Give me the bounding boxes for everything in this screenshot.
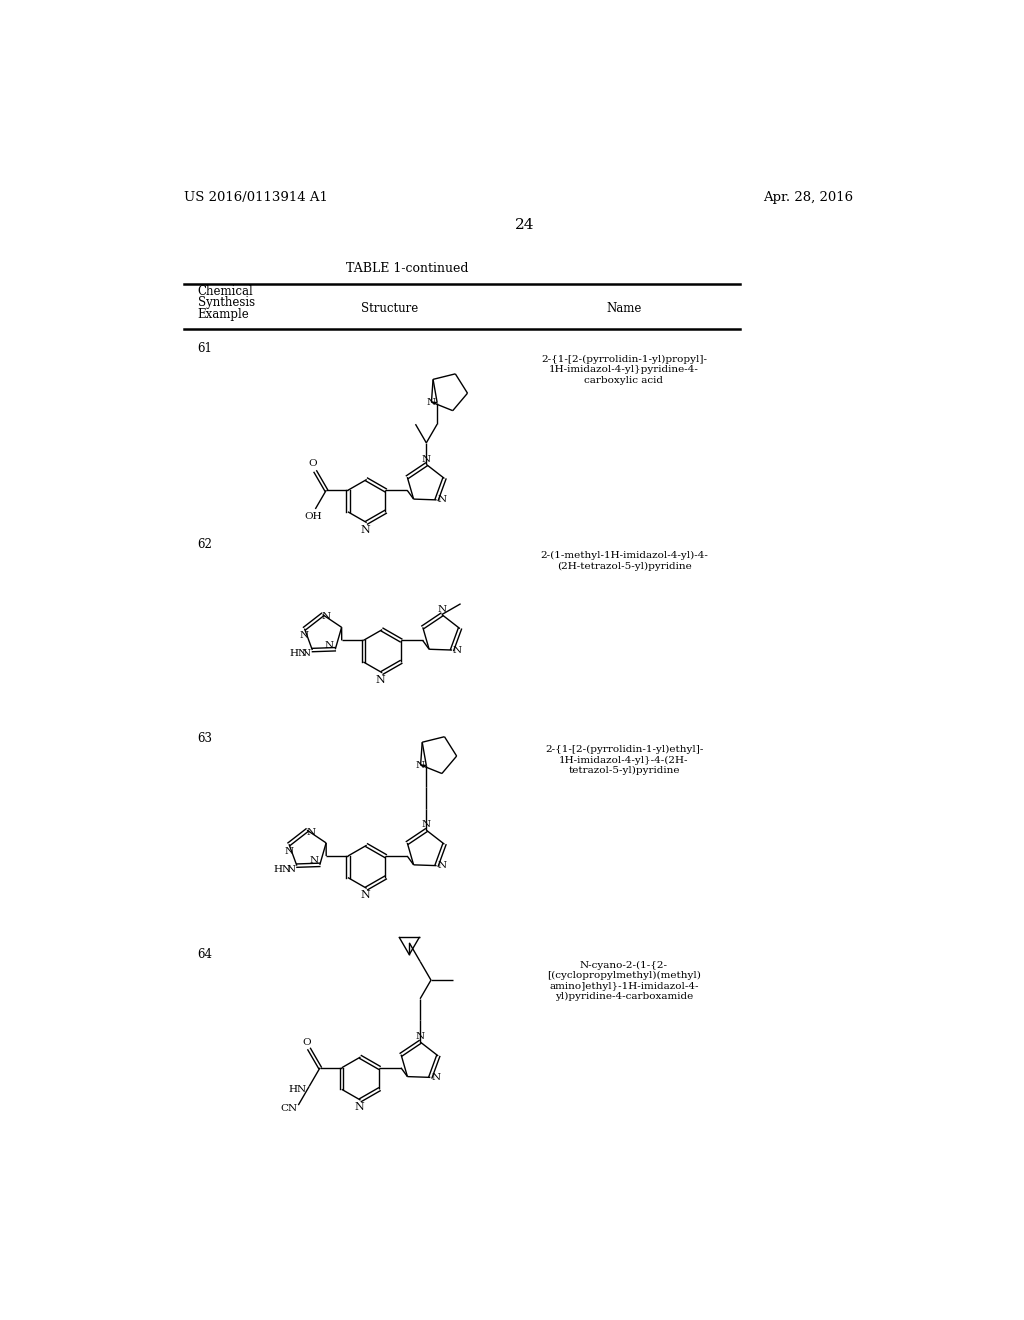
- Text: 24: 24: [515, 218, 535, 232]
- Text: N: N: [360, 524, 370, 535]
- Text: N: N: [306, 828, 315, 837]
- Text: N: N: [422, 454, 431, 463]
- Text: N: N: [437, 605, 446, 614]
- Text: Synthesis: Synthesis: [198, 296, 255, 309]
- Text: N: N: [360, 890, 370, 900]
- Text: N: N: [322, 612, 331, 622]
- Text: US 2016/0113914 A1: US 2016/0113914 A1: [183, 191, 328, 203]
- Text: 63: 63: [198, 733, 213, 744]
- Text: O: O: [308, 459, 317, 469]
- Text: N: N: [431, 1073, 440, 1082]
- Text: 64: 64: [198, 948, 213, 961]
- Text: Apr. 28, 2016: Apr. 28, 2016: [764, 191, 854, 203]
- Text: N: N: [354, 1102, 364, 1111]
- Text: N: N: [325, 642, 334, 649]
- Text: N: N: [426, 399, 435, 407]
- Text: Chemical: Chemical: [198, 285, 254, 298]
- Text: 61: 61: [198, 342, 213, 355]
- Text: CN: CN: [281, 1104, 298, 1113]
- Text: N: N: [302, 649, 310, 659]
- Text: N: N: [422, 820, 431, 829]
- Text: N: N: [416, 760, 425, 770]
- Text: N: N: [286, 865, 295, 874]
- Text: HN: HN: [290, 649, 307, 659]
- Text: Example: Example: [198, 308, 250, 321]
- Text: Structure: Structure: [361, 302, 419, 315]
- Text: N: N: [285, 846, 294, 855]
- Text: 2-(1-methyl-1H-imidazol-4-yl)-4-
(2H-tetrazol-5-yl)pyridine: 2-(1-methyl-1H-imidazol-4-yl)-4- (2H-tet…: [540, 552, 708, 570]
- Text: HN: HN: [289, 1085, 306, 1094]
- Text: Name: Name: [606, 302, 642, 315]
- Text: N: N: [300, 631, 309, 640]
- Text: 62: 62: [198, 539, 213, 550]
- Text: N: N: [309, 857, 318, 866]
- Text: N: N: [437, 861, 446, 870]
- Text: OH: OH: [304, 512, 322, 521]
- Text: O: O: [302, 1038, 311, 1047]
- Text: 2-{1-[2-(pyrrolidin-1-yl)propyl]-
1H-imidazol-4-yl}pyridine-4-
carboxylic acid: 2-{1-[2-(pyrrolidin-1-yl)propyl]- 1H-imi…: [541, 355, 707, 384]
- Text: N: N: [416, 1032, 425, 1041]
- Text: TABLE 1-continued: TABLE 1-continued: [346, 263, 468, 276]
- Text: N: N: [437, 495, 446, 504]
- Text: HN: HN: [273, 865, 292, 874]
- Text: 2-{1-[2-(pyrrolidin-1-yl)ethyl]-
1H-imidazol-4-yl}-4-(2H-
tetrazol-5-yl)pyridine: 2-{1-[2-(pyrrolidin-1-yl)ethyl]- 1H-imid…: [545, 744, 703, 775]
- Text: N: N: [453, 645, 462, 655]
- Text: N: N: [376, 675, 385, 685]
- Text: N-cyano-2-(1-{2-
[(cyclopropylmethyl)(methyl)
amino]ethyl}-1H-imidazol-4-
yl)pyr: N-cyano-2-(1-{2- [(cyclopropylmethyl)(me…: [547, 961, 701, 1002]
